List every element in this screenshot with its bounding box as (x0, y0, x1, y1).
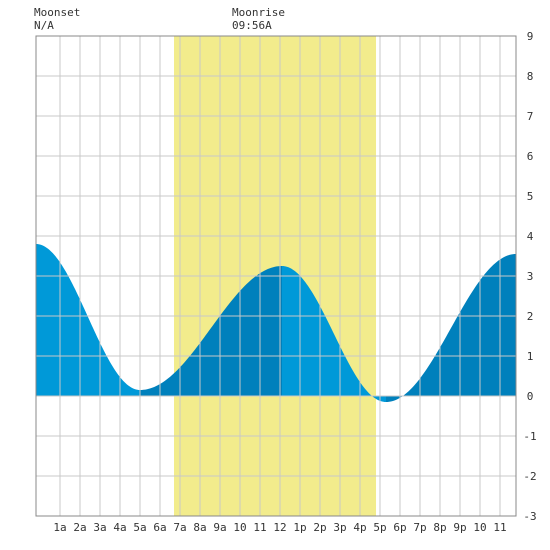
y-tick-label: 9 (527, 30, 534, 43)
plot-frame (35, 35, 517, 517)
x-tick-label: 8p (433, 521, 446, 534)
y-tick-label: 4 (527, 230, 534, 243)
y-tick-label: -2 (523, 470, 536, 483)
y-tick-label: -3 (523, 510, 536, 523)
x-tick-label: 4p (353, 521, 366, 534)
x-tick-label: 8a (193, 521, 206, 534)
x-tick-label: 12 (273, 521, 286, 534)
x-tick-label: 5a (133, 521, 146, 534)
y-tick-label: -1 (523, 430, 536, 443)
tick-label-layer: 1a 2a 3a 4a 5a 6a 7a 8a 9a 10 11 12 1p 2p 3p 4p 5p 6p 7p 8p… (53, 30, 536, 534)
moonset-time: N/A (34, 19, 54, 32)
y-tick-label: 6 (527, 150, 534, 163)
moonrise-label: Moonrise (232, 6, 285, 19)
y-tick-label: 5 (527, 190, 534, 203)
y-tick-label: 0 (527, 390, 534, 403)
y-tick-label: 3 (527, 270, 534, 283)
x-tick-label: 11 (493, 521, 506, 534)
moonrise-time: 09:56A (232, 19, 272, 32)
x-tick-label: 6a (153, 521, 166, 534)
x-tick-label: 6p (393, 521, 406, 534)
x-tick-label: 5p (373, 521, 386, 534)
x-tick-label: 1p (293, 521, 306, 534)
x-tick-label: 3p (333, 521, 346, 534)
x-tick-label: 2p (313, 521, 326, 534)
x-tick-label: 10 (473, 521, 486, 534)
y-tick-label: 8 (527, 70, 534, 83)
x-tick-label: 1a (53, 521, 66, 534)
x-tick-label: 7p (413, 521, 426, 534)
x-tick-label: 9p (453, 521, 466, 534)
x-tick-label: 10 (233, 521, 246, 534)
tide-rising-area (386, 254, 516, 402)
x-tick-label: 11 (253, 521, 266, 534)
x-tick-label: 3a (93, 521, 106, 534)
x-tick-label: 7a (173, 521, 186, 534)
y-tick-label: 7 (527, 110, 534, 123)
x-tick-label: 2a (73, 521, 86, 534)
x-tick-label: 4a (113, 521, 126, 534)
x-tick-label: 9a (213, 521, 226, 534)
tide-area-layer (36, 244, 516, 402)
tide-falling-area (282, 266, 386, 402)
moonset-label: Moonset (34, 6, 80, 19)
tide-rising-area (140, 266, 282, 396)
y-tick-label: 1 (527, 350, 534, 363)
grid-layer (35, 35, 517, 517)
tide-falling-area (36, 244, 140, 396)
y-tick-label: 2 (527, 310, 534, 323)
